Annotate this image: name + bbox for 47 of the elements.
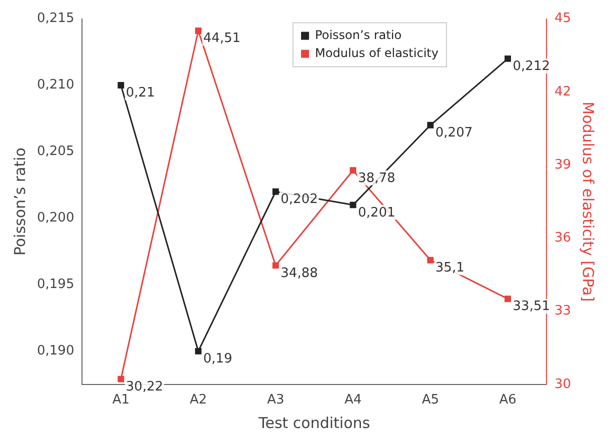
point (118, 82, 124, 88)
y2-tick-label: 36 (554, 230, 572, 246)
x-tick-label: A1 (112, 392, 130, 408)
y2-axis-title: Modulus of elasticity [GPa] (579, 102, 598, 302)
x-tick-label: A6 (499, 392, 516, 408)
point (350, 202, 356, 208)
point (195, 28, 202, 34)
y-tick-label: 0,210 (37, 78, 74, 93)
y2-tick-label: 42 (554, 84, 572, 100)
data-label: 35,1 (435, 260, 464, 276)
point (350, 167, 356, 174)
legend-label: Poisson’s ratio (315, 28, 402, 42)
point (118, 376, 124, 382)
data-label: 34,88 (280, 266, 318, 281)
y-tick-label: 0,190 (37, 344, 74, 359)
x-tick-label: A4 (344, 392, 362, 408)
x-axis-title: Test conditions (258, 414, 370, 432)
point (195, 348, 202, 354)
data-label: 30,22 (126, 379, 164, 394)
data-label: 0,201 (358, 205, 396, 220)
y-tick-label: 0,205 (37, 144, 74, 160)
y2-tick-label: 39 (554, 157, 572, 172)
y-tick-label: 0,195 (37, 277, 74, 292)
point (427, 122, 434, 128)
x-tick-label: A2 (190, 392, 207, 408)
data-label: 0,21 (126, 86, 155, 101)
x-tick-label: A3 (267, 392, 284, 408)
point (272, 188, 279, 195)
point (427, 256, 434, 264)
y2-tick-label: 33 (554, 304, 572, 319)
point (272, 262, 279, 269)
data-label: 0,19 (203, 352, 232, 367)
data-label: 44,51 (203, 31, 240, 46)
data-label: 0,212 (512, 59, 550, 74)
x-tick-label: A5 (422, 392, 439, 408)
point (504, 55, 511, 62)
y-tick-label: 0,215 (37, 11, 74, 26)
y2-tick-label: 45 (554, 11, 572, 26)
point (504, 296, 511, 302)
y2-tick-label: 30 (554, 376, 572, 392)
data-label: 0,202 (280, 192, 318, 208)
data-label: 33,51 (512, 299, 550, 314)
data-label: 38,78 (358, 170, 396, 186)
y-axis-title: Poisson’s ratio (10, 148, 29, 256)
data-label: 0,207 (435, 126, 473, 141)
legend-label: Modulus of elasticity (315, 46, 438, 60)
y-tick-label: 0,200 (37, 210, 74, 226)
